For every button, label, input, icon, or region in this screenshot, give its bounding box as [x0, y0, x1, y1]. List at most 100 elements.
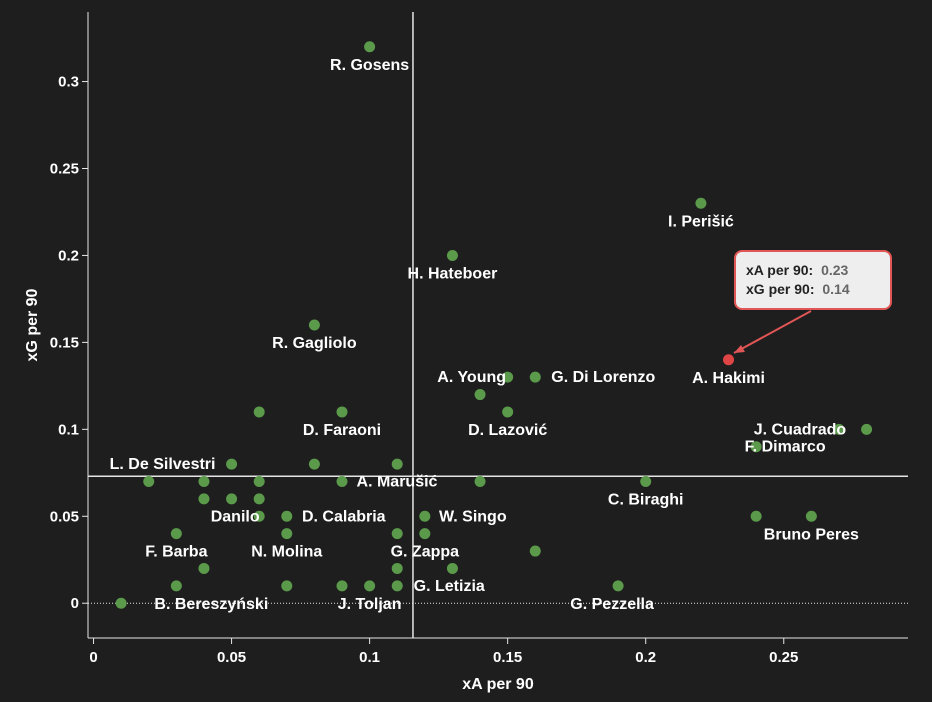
data-point	[198, 476, 210, 487]
data-point	[474, 389, 486, 401]
point-label: G. Zappa	[391, 544, 460, 561]
data-point	[364, 41, 376, 53]
data-point	[695, 197, 707, 209]
data-point	[805, 510, 817, 522]
tooltip-arrow-line	[733, 310, 812, 354]
point-label: D. Faraoni	[303, 422, 381, 439]
data-point	[226, 493, 238, 505]
point-label: I. Perišić	[668, 213, 734, 230]
tooltip: xA per 90: 0.23 xG per 90: 0.14	[733, 250, 892, 354]
svg-text:xA per 90: 0.23: xA per 90: 0.23	[746, 262, 849, 278]
data-point	[502, 371, 514, 383]
point-labels: R. Gosens I. Perišić H. Hateboer R. Gagliol…	[110, 57, 859, 613]
y-tick-label: 0	[71, 595, 79, 612]
point-label: A. Young	[437, 369, 506, 386]
x-tick-label: 0	[89, 649, 97, 666]
point-label: B. Bereszyński	[154, 596, 268, 613]
data-point	[281, 528, 293, 540]
point-label: J. Toljan	[338, 596, 402, 613]
point-label: F. Barba	[145, 544, 207, 561]
data-point	[529, 545, 541, 557]
data-point	[336, 580, 348, 592]
data-point	[253, 406, 265, 418]
axes: 0 0.05 0.1 0.15 0.2 0.25 0 0.05 0.1 0.15 0.2 0.25 0.…	[50, 12, 908, 666]
data-point	[419, 528, 431, 540]
point-label: A. Hakimi	[692, 370, 765, 387]
point-label: C. Biraghi	[608, 492, 684, 509]
data-point	[502, 406, 514, 418]
data-point	[253, 493, 265, 505]
data-point	[143, 476, 155, 487]
y-tick-label: 0.15	[50, 334, 79, 351]
data-point	[308, 458, 320, 470]
data-point	[612, 580, 624, 592]
tooltip-xa-label: xA per 90:	[746, 262, 813, 278]
point-label: D. Calabria	[302, 508, 386, 525]
data-point	[750, 510, 762, 522]
data-point	[253, 476, 265, 487]
point-label: N. Molina	[251, 544, 322, 561]
y-tick-label: 0.25	[50, 161, 79, 178]
svg-text:xG per 90: 0.14: xG per 90: 0.14	[746, 281, 850, 297]
y-tick-label: 0.2	[58, 247, 79, 264]
point-label: R. Gagliolo	[272, 335, 357, 352]
data-point	[474, 476, 486, 487]
data-point	[281, 580, 293, 592]
point-label: Bruno Peres	[764, 526, 859, 543]
highlighted-point	[723, 354, 735, 366]
point-label: Danilo	[211, 508, 260, 525]
tooltip-arrow-head	[734, 345, 745, 353]
x-tick-label: 0.05	[217, 649, 246, 666]
point-label: L. De Silvestri	[110, 456, 216, 473]
data-point	[115, 597, 127, 609]
data-point	[364, 580, 376, 592]
data-point	[750, 441, 762, 453]
data-point	[391, 528, 403, 540]
tooltip-xa-value: 0.23	[821, 262, 848, 278]
data-point	[170, 528, 182, 540]
data-points	[115, 41, 873, 609]
tooltip-xg-value: 0.14	[822, 281, 849, 297]
point-label: R. Gosens	[330, 57, 409, 74]
data-point	[529, 371, 541, 383]
data-point	[391, 580, 403, 592]
tooltip-box	[734, 250, 892, 310]
y-tick-label: 0.1	[58, 421, 79, 438]
data-point	[446, 562, 458, 574]
x-tick-label: 0.15	[493, 649, 522, 666]
data-point	[391, 458, 403, 470]
data-point	[308, 319, 320, 331]
data-point	[861, 423, 873, 435]
point-label: J. Cuadrado	[754, 421, 847, 438]
data-point	[336, 476, 348, 487]
x-tick-label: 0.2	[635, 649, 656, 666]
data-point	[281, 510, 293, 522]
data-point	[336, 406, 348, 418]
data-point	[198, 493, 210, 505]
point-label: A. Marušić	[357, 474, 438, 491]
point-label: G. Di Lorenzo	[551, 369, 655, 386]
data-point	[419, 510, 431, 522]
data-point	[253, 510, 265, 522]
tooltip-xg-label: xG per 90:	[746, 281, 814, 297]
x-tick-label: 0.25	[769, 649, 798, 666]
data-point	[198, 562, 210, 574]
point-label: D. Lazović	[468, 422, 547, 439]
y-tick-label: 0.3	[58, 74, 79, 91]
x-tick-label: 0.1	[359, 649, 380, 666]
point-label: G. Pezzella	[570, 596, 654, 613]
data-point	[446, 249, 458, 261]
y-tick-label: 0.05	[50, 508, 79, 525]
data-point	[226, 458, 238, 470]
data-point	[170, 580, 182, 592]
point-label: H. Hateboer	[408, 265, 498, 282]
data-point	[833, 423, 845, 435]
data-point	[640, 476, 652, 487]
point-label: F. Dimarco	[745, 439, 826, 456]
point-label: W. Singo	[439, 508, 507, 525]
point-label: G. Letizia	[414, 578, 485, 595]
x-axis-title: xA per 90	[462, 676, 534, 693]
y-axis-title: xG per 90	[24, 288, 41, 361]
data-point	[391, 562, 403, 574]
